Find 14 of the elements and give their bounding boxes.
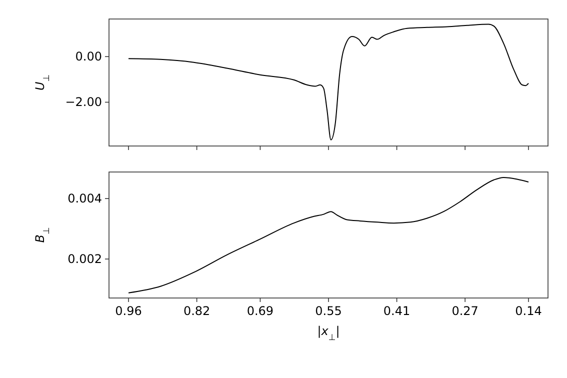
y-tick-label: 0.00	[75, 50, 102, 64]
line-series	[128, 24, 529, 140]
y-tick-label: 0.002	[68, 252, 102, 266]
y-tick-label: −2.00	[65, 95, 102, 110]
x-axis-title: |x$_{⊥}$|	[317, 324, 340, 342]
x-tick-label: 0.96	[115, 304, 142, 318]
x-tick-label: 0.41	[383, 304, 410, 318]
y-tick-label: 0.004	[68, 192, 102, 206]
x-tick-label: 0.14	[515, 304, 542, 318]
x-tick-label: 0.69	[246, 304, 274, 318]
x-tick-label: 0.55	[315, 304, 342, 318]
x-tick-label: 0.27	[452, 304, 478, 318]
x-tick-label: 0.82	[183, 304, 210, 318]
line-series	[128, 176, 529, 294]
